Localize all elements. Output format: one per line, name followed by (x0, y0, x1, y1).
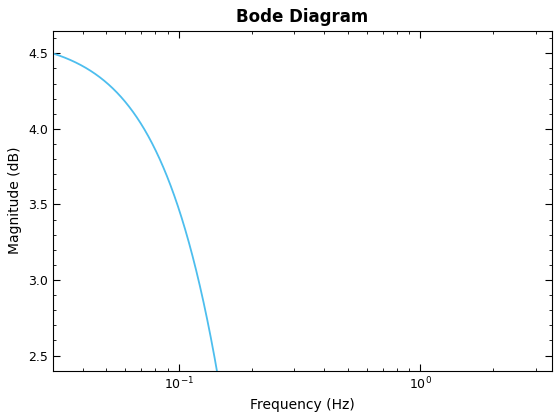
X-axis label: Frequency (Hz): Frequency (Hz) (250, 398, 354, 412)
Y-axis label: Magnitude (dB): Magnitude (dB) (8, 147, 22, 255)
Title: Bode Diagram: Bode Diagram (236, 8, 368, 26)
